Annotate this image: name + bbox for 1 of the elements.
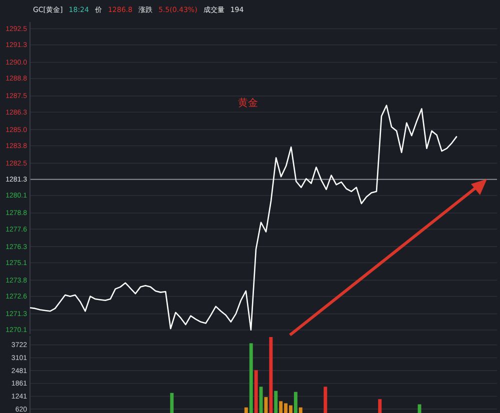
text: 黄金 <box>238 97 258 109</box>
